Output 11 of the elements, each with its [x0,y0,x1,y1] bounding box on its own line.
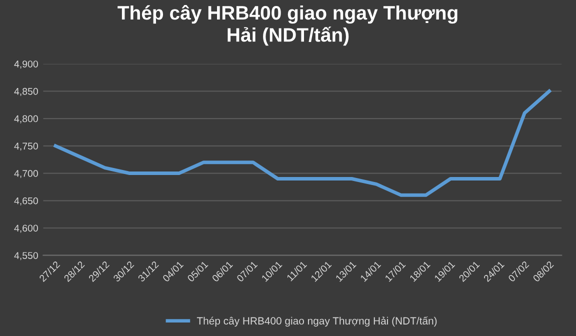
y-tick-label: 4,800 [14,115,38,124]
y-tick-label: 4,600 [14,224,38,233]
y-tick-label: 4,750 [14,142,38,151]
legend-label: Thép cây HRB400 giao ngay Thượng Hải (NDT/tấn) [196,316,437,327]
y-tick-label: 4,850 [14,88,38,96]
y-tick-label: 4,700 [14,170,38,178]
y-tick-label: 4,900 [14,60,38,69]
y-tick-label: 4,650 [14,197,38,206]
line-series [54,89,551,197]
chart-title: Thép cây HRB400 giao ngay Thượng Hải (NDT/tấn) [118,5,458,46]
y-tick-label: 4,550 [14,252,38,260]
